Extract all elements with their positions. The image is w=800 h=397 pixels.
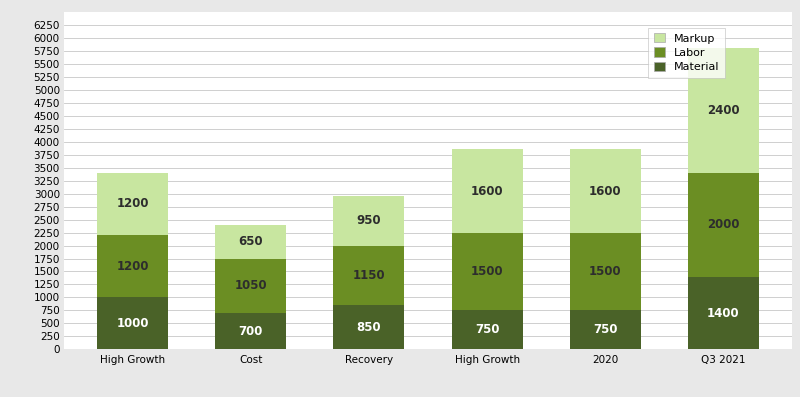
Text: 1200: 1200 — [116, 260, 149, 273]
Text: 2000: 2000 — [707, 218, 740, 231]
Text: 700: 700 — [238, 325, 263, 338]
Text: 1500: 1500 — [470, 265, 503, 278]
Bar — [688, 48, 759, 173]
Text: 1400: 1400 — [707, 306, 740, 320]
Bar — [570, 150, 641, 233]
Bar — [688, 277, 759, 349]
Text: 1600: 1600 — [589, 185, 622, 198]
Text: 1050: 1050 — [234, 279, 267, 292]
Text: 2400: 2400 — [707, 104, 740, 117]
Text: 850: 850 — [357, 321, 382, 334]
Legend: Markup, Labor, Material: Markup, Labor, Material — [648, 27, 725, 78]
Text: 1600: 1600 — [470, 185, 503, 198]
Text: 750: 750 — [475, 324, 499, 336]
Bar — [570, 233, 641, 310]
Bar — [452, 150, 522, 233]
Text: 750: 750 — [593, 324, 618, 336]
Bar — [215, 225, 286, 258]
Text: 1150: 1150 — [353, 269, 386, 282]
Bar — [215, 258, 286, 313]
Text: 650: 650 — [238, 235, 263, 248]
Text: 1000: 1000 — [116, 317, 149, 330]
Bar — [97, 173, 168, 235]
Bar — [688, 173, 759, 277]
Bar — [97, 297, 168, 349]
Bar — [570, 310, 641, 349]
Text: 1200: 1200 — [116, 197, 149, 210]
Bar — [452, 310, 522, 349]
Bar — [215, 313, 286, 349]
Bar — [334, 196, 404, 245]
Text: 950: 950 — [357, 214, 382, 227]
Bar — [334, 245, 404, 305]
Text: 1500: 1500 — [589, 265, 622, 278]
Bar — [97, 235, 168, 297]
Bar — [452, 233, 522, 310]
Bar — [334, 305, 404, 349]
